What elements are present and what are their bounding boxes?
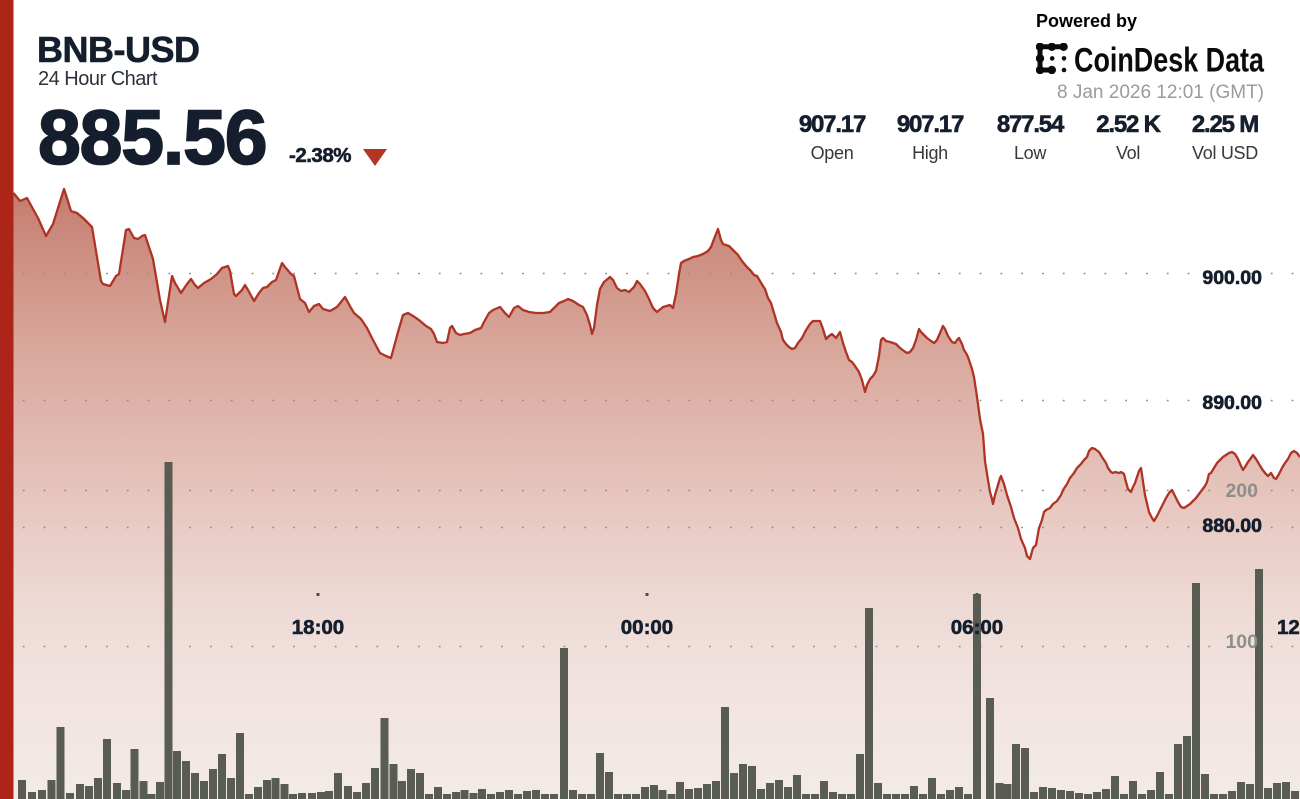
- svg-text:CoinDesk Data: CoinDesk Data: [1074, 44, 1265, 76]
